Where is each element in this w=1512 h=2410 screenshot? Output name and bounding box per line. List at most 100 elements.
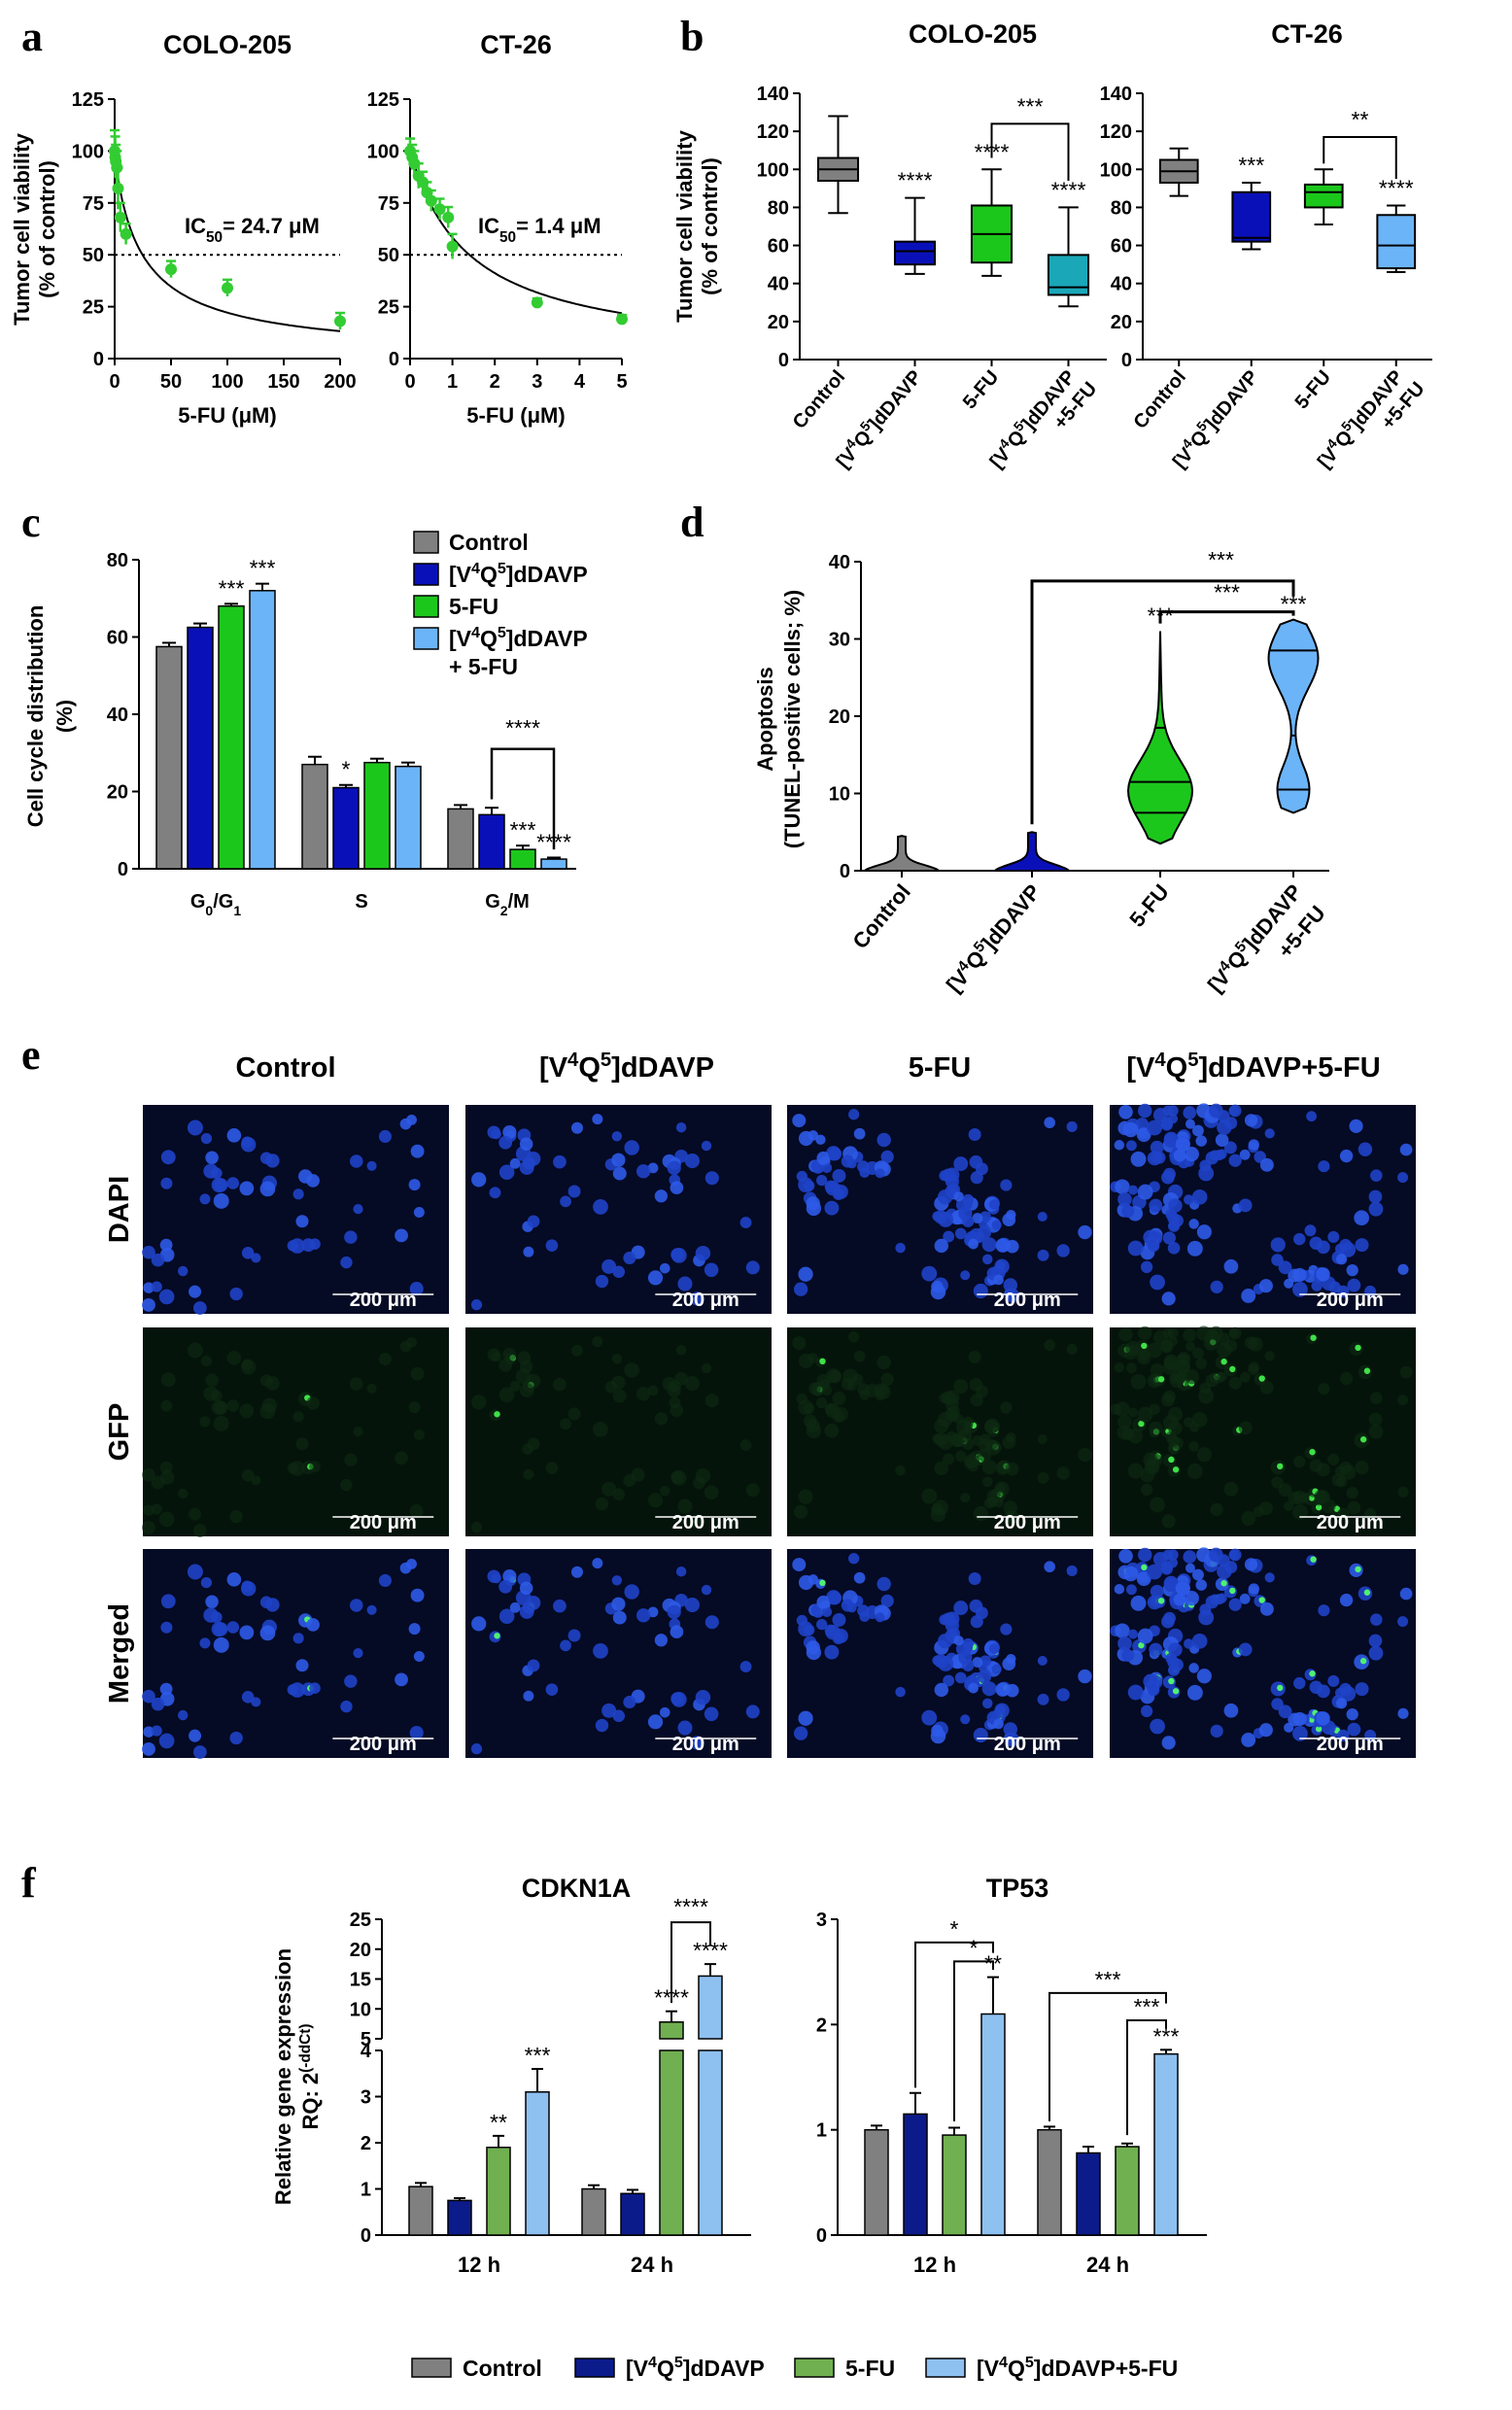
micrograph-dapi-2-nucleus-49	[991, 1220, 1002, 1230]
chart-d-ytick-label-0: 0	[840, 861, 850, 882]
micrograph-dapi-0-nucleus-45	[226, 1128, 242, 1143]
chart-d-violin-0	[862, 835, 942, 872]
chart-f-tp53-ytick-label-0: 0	[816, 2225, 827, 2247]
micrograph-dapi-0-nucleus-13	[226, 1177, 240, 1189]
micrograph-merged-2-nucleus-17	[979, 1655, 991, 1668]
chart-a-ct26-xtick-label-1: 1	[447, 371, 458, 393]
micrograph-gfp-3-gfp-cell-13	[1229, 1365, 1236, 1373]
micrograph-dapi-1-nucleus-16	[704, 1171, 719, 1186]
panel-b: COLO-205 0 20 40 60 80 100 120 140 Control **** [V 4…	[672, 19, 1432, 472]
micrograph-merged-2-nucleus-93	[934, 1682, 948, 1698]
chart-c-sig-3-0: ***	[250, 556, 276, 581]
micrograph-dapi-3-nucleus-117	[1258, 1279, 1273, 1293]
legend-f-swatch-1	[574, 2358, 615, 2378]
micrograph-merged-0-nucleus-28	[151, 1725, 162, 1737]
micrograph-dapi-3-nucleus-114	[1191, 1124, 1204, 1137]
chart-a-ct26-xtick-label-4: 4	[574, 371, 586, 393]
micrograph-gfp-1-dim-cell-41	[498, 1358, 513, 1372]
micrograph-merged-1: 200 μm	[465, 1549, 772, 1758]
micrograph-dapi-3-nucleus-1	[1357, 1142, 1373, 1156]
micrograph-gfp-2-dim-cell-82	[848, 1331, 860, 1343]
micrograph-gfp-0-dim-cell-28	[151, 1503, 162, 1515]
micrograph-merged-0-nucleus-29	[309, 1682, 321, 1694]
micrograph-dapi-0-nucleus-53	[160, 1150, 176, 1165]
micrograph-gfp-2-dim-cell-46	[1056, 1466, 1070, 1480]
micrograph-gfp-1-dim-cell-51	[612, 1389, 627, 1403]
micrograph-merged-2-nucleus-85	[821, 1606, 833, 1618]
chart-f-tp53-bar-2-0	[942, 2134, 967, 2236]
chart-c-bar-1-0	[187, 626, 214, 870]
chart-f-tp53-ytick-label-1: 1	[816, 2120, 827, 2142]
micrograph-gfp-2-dim-cell-58	[954, 1450, 967, 1463]
micrograph-dapi-2-nucleus-77	[1005, 1288, 1020, 1303]
micrograph-gfp-0-scale-label: 200 μm	[350, 1512, 417, 1533]
micrograph-gfp-3-dim-cell-100	[1167, 1327, 1179, 1339]
micrograph-merged-3-gfp-cell-14	[1172, 1688, 1180, 1695]
micrograph-merged-3-nucleus-60	[1137, 1628, 1153, 1644]
micrograph-gfp-0-dim-cell-45	[226, 1351, 242, 1365]
micrograph-gfp-1-dim-cell-59	[739, 1439, 752, 1452]
micrograph-dapi-2-nucleus-25	[1066, 1120, 1078, 1132]
legend-c-label-3-seg-3: 5	[498, 624, 506, 641]
micrograph-dapi-0-scale-label: 200 μm	[350, 1290, 417, 1311]
micrograph-merged-3-nucleus-146	[1183, 1550, 1197, 1564]
micrograph-dapi-3-nucleus-122	[1210, 1280, 1223, 1293]
chart-f-tp53-bar-3-1	[1153, 2052, 1179, 2236]
micrograph-merged-1-nucleus-9	[570, 1566, 584, 1578]
legend-f-label-3-seg-4: ]dDAVP+5-FU	[1034, 2356, 1178, 2381]
micrograph-merged-1-nucleus-16	[704, 1615, 719, 1630]
micrograph-dapi-1-nucleus-51	[612, 1166, 627, 1181]
micrograph-merged-1-nucleus-36	[670, 1625, 684, 1639]
micrograph-dapi-2-nucleus-110	[953, 1156, 969, 1172]
chart-f-cdkn1a-bar-lower-3-1	[698, 2049, 723, 2236]
chart-c-category-1-seg-0: S	[355, 891, 367, 912]
chart-a-colo205-ytick-label-4: 100	[72, 141, 104, 162]
micrograph-dapi-0-nucleus-31	[353, 1204, 363, 1215]
chart-f-cdkn1a-category-0: 12 h	[458, 2253, 500, 2277]
chart-f-tp53-bar-1-0	[903, 2113, 928, 2236]
micrograph-dapi-2-nucleus-118	[876, 1132, 891, 1148]
micrograph-merged-0-nucleus-51	[213, 1636, 229, 1653]
micrograph-gfp-3-gfp-cell-24	[1355, 1344, 1361, 1352]
micrograph-gfp-3-dim-cell-95	[1347, 1500, 1361, 1515]
micrograph-gfp-3-dim-cell-54	[1130, 1373, 1147, 1390]
micrograph-gfp-0-dim-cell-23	[366, 1383, 377, 1394]
chart-b-ct26-ytick-label-3: 60	[1111, 236, 1132, 258]
micrograph-gfp-1-dim-cell-37	[690, 1514, 704, 1529]
micrograph-dapi-3-nucleus-118	[1205, 1151, 1220, 1165]
micrograph-dapi-3-nucleus-86	[1121, 1205, 1135, 1219]
chart-c-bar-3-1	[395, 765, 422, 870]
chart-d-ytick-label-4: 40	[829, 552, 850, 573]
micrograph-gfp-2-dim-cell-110	[953, 1379, 969, 1394]
micrograph-merged-3-nucleus-72	[1118, 1548, 1133, 1564]
micrograph-merged-3-nucleus-147	[1248, 1583, 1259, 1595]
micrograph-dapi-3-nucleus-98	[1293, 1232, 1306, 1246]
micrograph-gfp-0: 200 μm	[142, 1327, 449, 1537]
micrograph-merged-1-nucleus-38	[701, 1584, 712, 1596]
micrograph-dapi-3-nucleus-78	[1115, 1179, 1130, 1194]
micrograph-dapi-3-nucleus-147	[1248, 1139, 1259, 1151]
micrograph-gfp-1-dim-cell-40	[611, 1354, 623, 1364]
panel-d: 0 10 20 30 40 Apoptosis (TUNEL-positive cells;…	[753, 547, 1330, 997]
chart-d-ylabel-1: (TUNEL-positive cells; %)	[780, 590, 805, 848]
micrograph-gfp-1-dim-cell-9	[570, 1344, 584, 1357]
micrograph-dapi-2-nucleus-107	[796, 1170, 808, 1183]
micrograph-gfp-1-dim-cell-47	[560, 1418, 571, 1430]
micrograph-dapi-3-nucleus-92	[1127, 1240, 1144, 1257]
micrograph-gfp-2-dim-cell-98	[982, 1476, 993, 1488]
micrograph-gfp-2-dim-cell-87	[953, 1414, 964, 1425]
micrograph-gfp-3-dim-cell-158	[1368, 1412, 1383, 1427]
micrograph-gfp-2-dim-cell-112	[875, 1391, 885, 1401]
micrograph-merged-3-nucleus-31	[1140, 1704, 1153, 1717]
micrograph-gfp-1-dim-cell-24	[519, 1360, 533, 1374]
micrograph-dapi-1-nucleus-55	[527, 1215, 540, 1228]
micrograph-dapi-2-nucleus-104	[988, 1199, 1000, 1210]
chart-a-ct26-point-9	[446, 240, 459, 253]
micrograph-gfp-3-dim-cell-60	[1137, 1406, 1153, 1423]
legend-c-swatch-2	[413, 595, 439, 618]
chart-f-cdkn1a-upper-ytick-label-0: 5	[361, 2029, 371, 2050]
micrograph-gfp-3-dim-cell-132	[1186, 1463, 1203, 1479]
micrograph-merged-3-nucleus-148	[1264, 1572, 1275, 1583]
chart-c-ytick-label-0: 0	[118, 859, 128, 880]
micrograph-merged-1-nucleus-51	[612, 1610, 627, 1625]
